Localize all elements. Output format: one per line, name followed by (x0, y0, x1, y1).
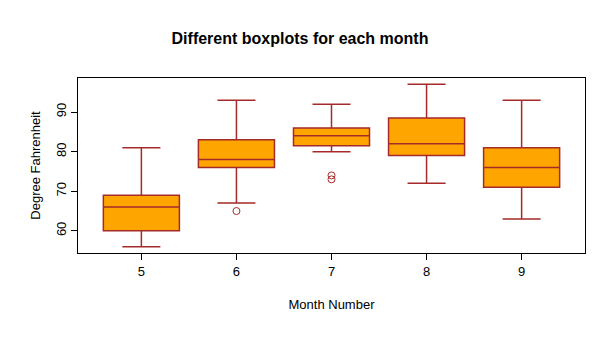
svg-text:6: 6 (233, 264, 240, 279)
svg-text:Month Number: Month Number (289, 297, 376, 312)
svg-text:80: 80 (54, 142, 69, 156)
svg-text:7: 7 (328, 264, 335, 279)
svg-text:70: 70 (54, 182, 69, 196)
svg-text:9: 9 (518, 264, 525, 279)
svg-text:Degree Fahrenheit: Degree Fahrenheit (28, 111, 43, 220)
svg-text:5: 5 (138, 264, 145, 279)
svg-text:Different boxplots for each mo: Different boxplots for each month (172, 30, 429, 47)
svg-text:8: 8 (423, 264, 430, 279)
svg-text:60: 60 (54, 222, 69, 236)
svg-text:90: 90 (54, 103, 69, 117)
